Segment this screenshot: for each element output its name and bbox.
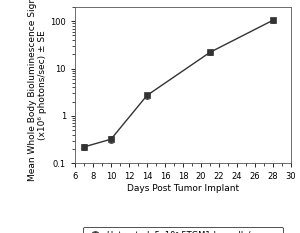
Y-axis label: Mean Whole Body Bioluminescence Signal
(x10⁶ photons/sec) ± SE: Mean Whole Body Bioluminescence Signal (… — [28, 0, 47, 181]
Legend: Untreated, 5x10⁶ 5TGM1-luc cells/mouse: Untreated, 5x10⁶ 5TGM1-luc cells/mouse — [83, 226, 283, 233]
X-axis label: Days Post Tumor Implant: Days Post Tumor Implant — [127, 184, 239, 193]
